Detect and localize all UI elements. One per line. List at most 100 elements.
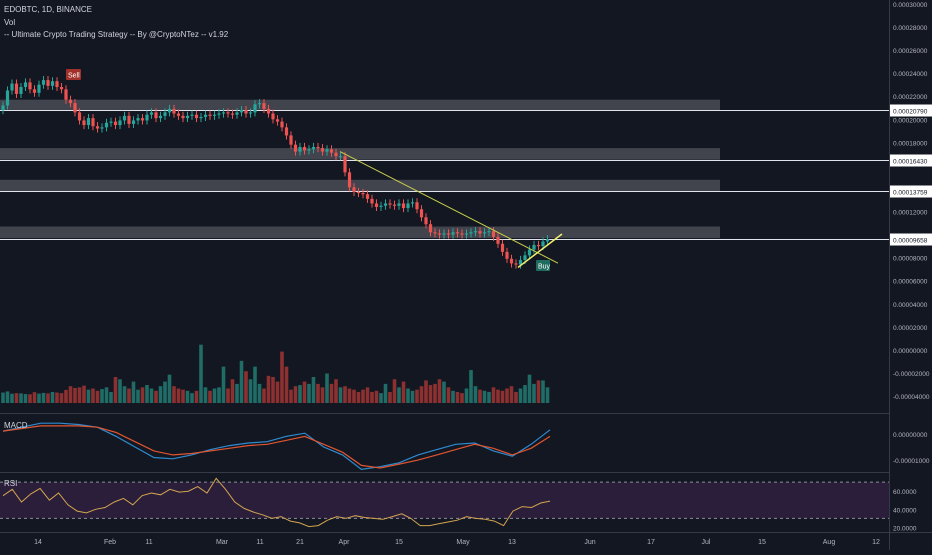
time-tick-label: Jul [702,539,711,546]
volume-bar [185,390,190,403]
candle-body [95,126,100,129]
candle-body [509,258,514,264]
candle-body [527,249,532,256]
sell-signal-marker [66,69,81,80]
rsi-tick-label: 60.0000 [893,489,917,496]
candle-body [172,108,176,114]
volume-bar [505,388,509,403]
volume-bar [388,391,392,403]
candle-body [428,224,433,233]
candle-body [514,263,518,265]
candle-body [298,146,302,152]
level-label-bg [890,154,932,167]
volume-bar [50,391,55,403]
volume-bar [523,385,527,403]
candle-body [208,114,212,116]
candle-body [46,80,50,86]
candle-body [19,87,23,94]
volume-bar [455,391,460,403]
candle-body [374,203,379,207]
candle-body [361,193,365,195]
volume-bar [392,379,397,403]
time-tick-label: 14 [34,539,42,546]
candle-body [226,112,230,114]
candle-body [401,203,406,209]
volume-bar [91,388,95,403]
candle-body [478,231,482,234]
level-label: 0.00009658 [893,238,928,245]
volume-bar [266,375,271,403]
candle-body [185,115,190,119]
candle-body [487,231,491,233]
candle-body [352,187,356,192]
rsi-band-fill [0,482,889,519]
volume-bar [64,389,68,403]
sr-zone [0,148,720,160]
rsi-tick-label: 40.0000 [893,507,917,514]
candle-body [496,236,500,244]
volume-legend: Vol [4,18,16,27]
strategy-legend: -- Ultimate Crypto Trading Strategy -- B… [4,30,229,39]
volume-bar [401,381,406,403]
candle-body [221,112,226,114]
volume-bar [95,390,100,403]
price-tick-label: 0.00022000 [893,94,928,101]
volume-bar [199,344,203,403]
candle-body [469,232,473,234]
volume-bar [325,373,329,403]
candle-body [329,149,334,153]
volume-bar [68,386,73,403]
candle-body [158,115,163,119]
volume-bar [289,389,293,403]
candle-body [473,231,478,233]
candle-body [545,239,550,242]
volume-bar [302,381,307,403]
volume-bar [122,386,127,403]
volume-bar [338,387,343,403]
time-tick-label: Mar [216,539,229,546]
volume-bar [212,388,217,403]
volume-bar [163,381,167,403]
candle-body [104,122,109,128]
candle-body [163,112,167,116]
time-tick-label: 13 [508,539,516,546]
candle-body [167,108,172,113]
volume-bar [284,366,289,403]
volume-bar [365,387,370,403]
candle-body [190,114,194,116]
volume-bar [37,393,41,403]
volume-bar [86,389,91,403]
candle-body [500,243,505,252]
volume-bar [518,388,523,403]
volume-bar [514,391,518,403]
candle-body [68,99,73,104]
macd-tick-label: -0.00001000 [893,458,930,465]
volume-bar [100,389,104,403]
candle-body [37,84,41,93]
candle-body [131,120,136,124]
level-label: 0.00016430 [893,159,928,166]
volume-bar [176,388,181,403]
candle-body [10,83,14,91]
price-tick-label: -0.00004000 [893,394,930,401]
time-tick-label: 15 [395,539,403,546]
candle-body [320,148,325,152]
volume-bar [59,393,64,403]
price-tick-label: 0.00002000 [893,325,928,332]
volume-bar [298,385,302,403]
volume-bar [140,387,145,403]
price-tick-label: 0.00000000 [893,348,928,355]
candle-body [212,114,217,116]
candle-body [532,244,536,250]
volume-bar [311,376,316,403]
candle-body [140,118,145,121]
volume-bar [23,394,28,403]
volume-bar [73,387,77,403]
candle-body [32,89,37,93]
candle-body [347,172,352,188]
candle-body [194,114,199,119]
candle-body [541,241,545,247]
volume-bar [221,366,226,403]
price-tick-label: 0.00028000 [893,25,928,32]
